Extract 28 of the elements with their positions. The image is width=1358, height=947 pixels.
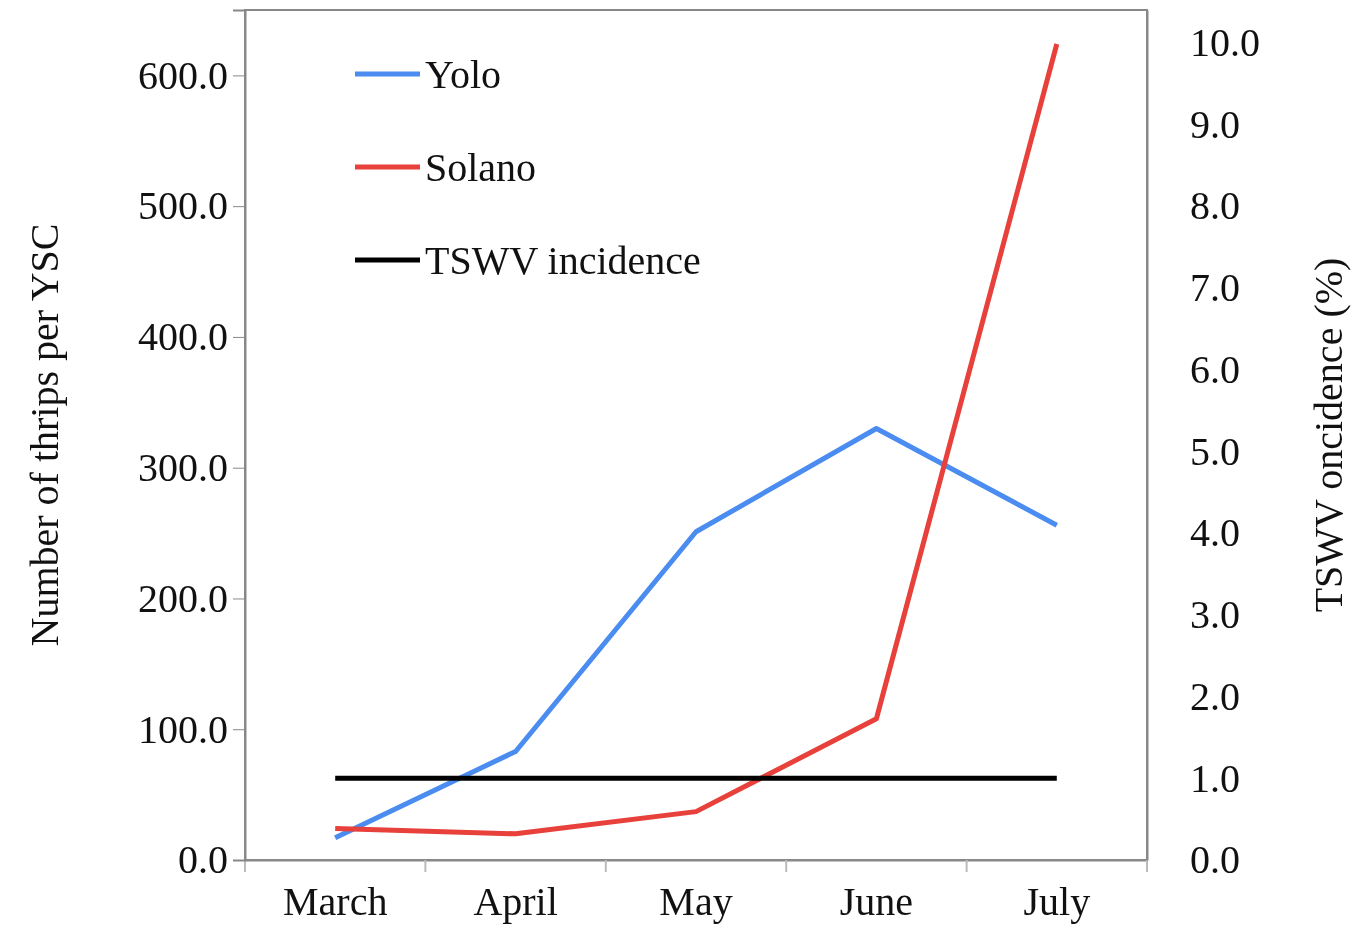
legend-label: Solano (425, 145, 537, 190)
y2-tick-label: 3.0 (1190, 592, 1240, 638)
x-tick-label: March (283, 879, 388, 924)
legend-label: TSWV incidence (425, 238, 701, 283)
x-tick-label: July (1023, 879, 1091, 924)
y2-tick-label: 9.0 (1190, 101, 1240, 147)
y2-axis-title: TSWV oncidence (%) (1306, 257, 1351, 613)
y-axis-title: Number of thrips per YSC (22, 223, 67, 647)
y2-tick-label: 2.0 (1190, 673, 1240, 719)
x-tick-label: April (473, 879, 558, 924)
y-tick-label: 500.0 (138, 183, 228, 229)
y-tick-label: 400.0 (138, 314, 228, 360)
x-tick-label: May (659, 879, 733, 924)
y-tick-label: 200.0 (138, 575, 228, 621)
y2-tick-label: 0.0 (1190, 837, 1240, 883)
y2-tick-label: 10.0 (1190, 19, 1260, 65)
y-tick-label: 100.0 (138, 706, 228, 752)
y2-tick-label: 6.0 (1190, 346, 1240, 392)
y2-tick-label: 8.0 (1190, 183, 1240, 229)
y-tick-label: 600.0 (138, 52, 228, 98)
y2-tick-label: 4.0 (1190, 510, 1240, 556)
x-tick-label: June (839, 879, 914, 924)
y2-tick-label: 1.0 (1190, 755, 1240, 801)
y-tick-label: 300.0 (138, 444, 228, 490)
legend-label: Yolo (425, 52, 501, 97)
y2-tick-label: 5.0 (1190, 428, 1240, 474)
y2-tick-label: 7.0 (1190, 265, 1240, 311)
y-tick-label: 0.0 (178, 837, 228, 883)
